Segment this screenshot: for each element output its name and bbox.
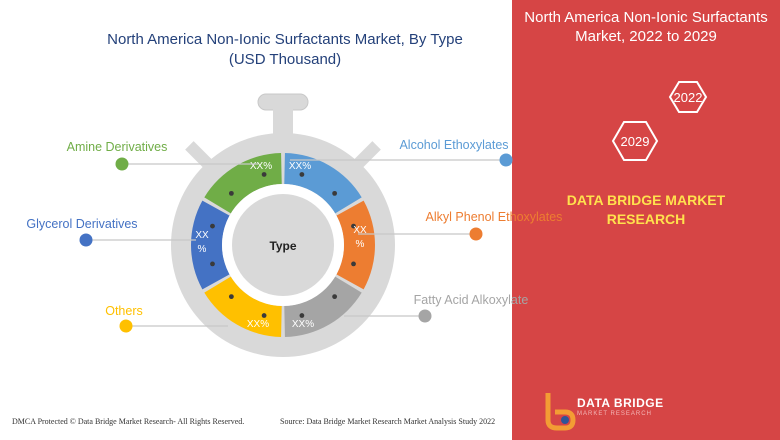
data-label-alkyl-phenol-ethoxylates: XX% — [353, 225, 367, 250]
dial-dot — [299, 172, 305, 177]
dial-dots — [210, 172, 356, 318]
legend-marker-fatty-acid-alkoxylate — [418, 309, 432, 323]
logo-tagline: MARKET RESEARCH — [577, 411, 652, 417]
center-label: Type — [269, 239, 296, 253]
logo-mark — [545, 393, 576, 431]
legend-label-others: Others — [105, 304, 143, 318]
company-logo — [545, 393, 576, 431]
segment-others — [204, 276, 282, 337]
dial-dot — [351, 261, 356, 267]
legend-marker-others — [119, 319, 133, 333]
data-label-amine-derivatives: XX% — [250, 161, 272, 172]
legend-label-glycerol-derivatives: Glycerol Derivatives — [26, 217, 137, 231]
legend-marker-alkyl-phenol-ethoxylates — [469, 227, 483, 241]
dial-dot — [299, 313, 305, 318]
donut-ring — [190, 153, 375, 337]
year-end-label: 2022 — [674, 90, 703, 105]
hexagon-2029 — [611, 121, 659, 161]
side-panel-title-line2: Market, 2022 to 2029 — [575, 28, 717, 45]
legend-label-alkyl-phenol-ethoxylates: Alkyl Phenol Ethoxylates — [426, 210, 563, 224]
segment-amine-derivatives — [204, 153, 282, 214]
segment-glycerol-derivatives — [190, 200, 230, 290]
stopwatch-crown — [257, 93, 309, 111]
dial-dot — [210, 261, 215, 267]
segment-alkyl-phenol-ethoxylates — [336, 200, 375, 290]
legend-label-amine-derivatives: Amine Derivatives — [67, 140, 168, 154]
dial-dot — [332, 294, 338, 300]
logo-wordmark: DATA BRIDGE — [577, 396, 664, 410]
data-label-alcohol-ethoxylates: XX% — [289, 161, 311, 172]
dial-dot — [228, 294, 234, 300]
legend-marker-alcohol-ethoxylates — [499, 153, 513, 167]
chart-title: North America Non-Ionic Surfactants Mark… — [107, 31, 463, 48]
legend-label-alcohol-ethoxylates: Alcohol Ethoxylates — [399, 138, 508, 152]
segment-alcohol-ethoxylates — [284, 153, 362, 214]
data-label-others: XX% — [247, 319, 269, 330]
brand-name-line2: RESEARCH — [606, 211, 686, 227]
data-label-fatty-acid-alkoxylate: XX% — [292, 319, 314, 330]
side-panel-title: North America Non-Ionic Surfactants — [524, 9, 768, 26]
footer-source: Source: Data Bridge Market Research Mark… — [280, 417, 496, 426]
legend-marker-amine-derivatives — [115, 157, 129, 171]
hexagon-badges: 2022 2029 — [611, 81, 708, 161]
dial-dot — [210, 223, 215, 229]
segment-fatty-acid-alkoxylate — [284, 276, 362, 337]
legend-label-fatty-acid-alkoxylate: Fatty Acid Alkoxylate — [414, 293, 529, 307]
dial-dot — [261, 313, 267, 318]
footer-copyright: DMCA Protected © Data Bridge Market Rese… — [12, 417, 245, 426]
logo-dot — [561, 416, 569, 424]
segment-labels: XX% XX % XX% XX% XX % XX% — [195, 161, 367, 330]
side-panel — [512, 0, 780, 440]
data-label-glycerol-derivatives: XX% — [195, 230, 209, 255]
chart-subtitle: (USD Thousand) — [228, 51, 342, 68]
dial-dot — [228, 190, 234, 196]
dial-dot — [351, 223, 356, 229]
inner-grey-disk — [232, 194, 334, 296]
dial-dot — [261, 172, 267, 177]
legend-callouts: Alcohol Ethoxylates Alkyl Phenol Ethoxyla… — [26, 138, 562, 333]
legend-marker-glycerol-derivatives — [79, 233, 93, 247]
dial-dot — [332, 190, 338, 196]
hexagon-2022 — [668, 81, 708, 113]
brand-name-line1: DATA BRIDGE MARKET — [566, 192, 726, 208]
stopwatch-stem — [273, 108, 293, 138]
year-start-label: 2029 — [621, 134, 650, 149]
